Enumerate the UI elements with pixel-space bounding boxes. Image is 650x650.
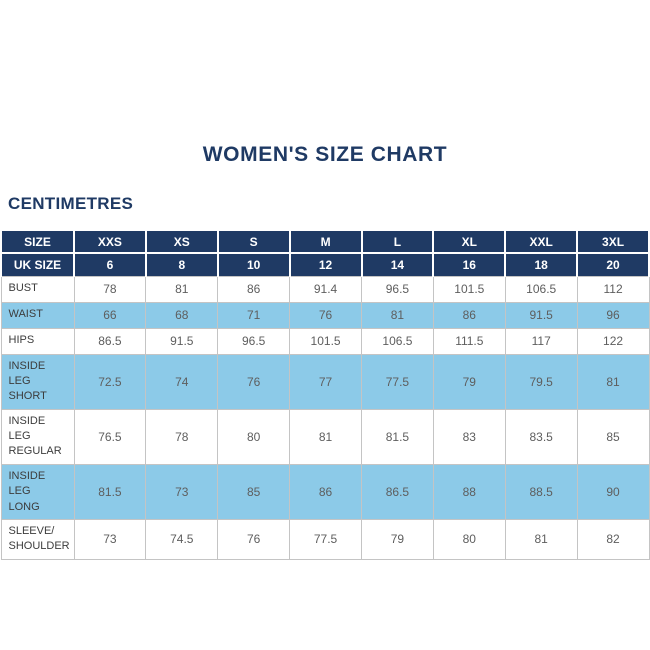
row-label-cell: INSIDE LEG SHORT (0, 353, 75, 410)
table-row: INSIDE LEG LONG 81.5 73 85 86 86.5 88 88.5 90 (0, 463, 650, 521)
column-header-cell: 18 (504, 252, 579, 277)
value-cell: 83 (432, 408, 506, 465)
value-cell: 81.5 (361, 408, 434, 465)
column-header-cell: XXS (73, 229, 147, 254)
value-cell: 96 (576, 301, 650, 329)
value-cell: 81 (289, 408, 362, 465)
value-cell: 96.5 (217, 327, 291, 355)
value-cell: 122 (576, 327, 650, 355)
table-row: INSIDE LEG SHORT 72.5 74 76 77 77.5 79 79.5 81 (0, 353, 650, 410)
value-cell: 73 (73, 519, 147, 560)
value-cell: 86 (432, 301, 506, 329)
column-header-cell: XXL (504, 229, 579, 254)
value-cell: 106.5 (504, 275, 578, 303)
value-cell: 79 (432, 353, 506, 410)
value-cell: 91.4 (289, 275, 362, 303)
value-cell: 101.5 (289, 327, 362, 355)
table-row: SLEEVE/ SHOULDER 73 74.5 76 77.5 79 80 81 82 (0, 519, 650, 560)
header-row: SIZE XXS XS S M L XL XXL 3XL (0, 229, 650, 254)
header-label-cell: SIZE (0, 229, 75, 254)
value-cell: 72.5 (73, 353, 147, 410)
value-cell: 80 (217, 408, 291, 465)
value-cell: 86 (289, 463, 362, 521)
value-cell: 86.5 (73, 327, 147, 355)
row-label-cell: INSIDE LEG LONG (0, 463, 75, 521)
row-label-cell: SLEEVE/ SHOULDER (0, 519, 75, 560)
table-body: BUST 78 81 86 91.4 96.5 101.5 106.5 112 WAIST 66 68… (0, 275, 650, 560)
value-cell: 76.5 (73, 408, 147, 465)
value-cell: 88 (432, 463, 506, 521)
column-header-cell: S (216, 229, 291, 254)
value-cell: 86.5 (361, 463, 434, 521)
value-cell: 90 (576, 463, 650, 521)
column-header-cell: 14 (360, 252, 435, 277)
value-cell: 111.5 (432, 327, 506, 355)
size-chart-table: SIZE XXS XS S M L XL XXL 3XL UK SIZE 6 8 10 12 14 16 18 2… (0, 229, 650, 560)
column-header-cell: XS (144, 229, 219, 254)
value-cell: 79 (361, 519, 434, 560)
value-cell: 101.5 (432, 275, 506, 303)
value-cell: 76 (217, 353, 291, 410)
row-label-cell: BUST (0, 275, 75, 303)
row-label-cell: INSIDE LEG REGULAR (0, 408, 75, 465)
column-header-cell: 8 (144, 252, 219, 277)
header-label-cell: UK SIZE (0, 252, 75, 277)
value-cell: 96.5 (361, 275, 434, 303)
row-label-cell: WAIST (0, 301, 75, 329)
value-cell: 74 (145, 353, 219, 410)
value-cell: 77 (289, 353, 362, 410)
table-row: BUST 78 81 86 91.4 96.5 101.5 106.5 112 (0, 275, 650, 303)
value-cell: 85 (576, 408, 650, 465)
value-cell: 81 (504, 519, 578, 560)
value-cell: 112 (576, 275, 650, 303)
column-header-cell: 10 (216, 252, 291, 277)
value-cell: 80 (432, 519, 506, 560)
row-label-cell: HIPS (0, 327, 75, 355)
column-header-cell: 16 (432, 252, 507, 277)
value-cell: 74.5 (145, 519, 219, 560)
value-cell: 77.5 (289, 519, 362, 560)
value-cell: 81 (576, 353, 650, 410)
page-title: WOMEN'S SIZE CHART (202, 143, 448, 166)
value-cell: 81.5 (73, 463, 147, 521)
column-header-cell: 20 (576, 252, 650, 277)
table-row: INSIDE LEG REGULAR 76.5 78 80 81 81.5 83 83.5 85 (0, 408, 650, 465)
value-cell: 106.5 (361, 327, 434, 355)
value-cell: 76 (217, 519, 291, 560)
value-cell: 68 (145, 301, 219, 329)
value-cell: 81 (361, 301, 434, 329)
value-cell: 66 (73, 301, 147, 329)
value-cell: 82 (576, 519, 650, 560)
value-cell: 71 (217, 301, 291, 329)
value-cell: 117 (504, 327, 578, 355)
units-label: CENTIMETRES (8, 194, 134, 213)
column-header-cell: XL (432, 229, 507, 254)
value-cell: 85 (217, 463, 291, 521)
value-cell: 83.5 (504, 408, 578, 465)
column-header-cell: 3XL (576, 229, 650, 254)
value-cell: 86 (217, 275, 291, 303)
column-header-cell: L (360, 229, 435, 254)
value-cell: 79.5 (504, 353, 578, 410)
value-cell: 81 (145, 275, 219, 303)
value-cell: 91.5 (504, 301, 578, 329)
value-cell: 76 (289, 301, 362, 329)
value-cell: 78 (73, 275, 147, 303)
table-row: WAIST 66 68 71 76 81 86 91.5 96 (0, 301, 650, 329)
column-header-cell: M (288, 229, 363, 254)
column-header-cell: 12 (288, 252, 363, 277)
table-row: HIPS 86.5 91.5 96.5 101.5 106.5 111.5 117 122 (0, 327, 650, 355)
table-header: SIZE XXS XS S M L XL XXL 3XL UK SIZE 6 8 10 12 14 16 18 2… (0, 229, 650, 277)
header-row: UK SIZE 6 8 10 12 14 16 18 20 (0, 252, 650, 277)
value-cell: 88.5 (504, 463, 578, 521)
value-cell: 78 (145, 408, 219, 465)
value-cell: 77.5 (361, 353, 434, 410)
value-cell: 91.5 (145, 327, 219, 355)
column-header-cell: 6 (73, 252, 147, 277)
value-cell: 73 (145, 463, 219, 521)
